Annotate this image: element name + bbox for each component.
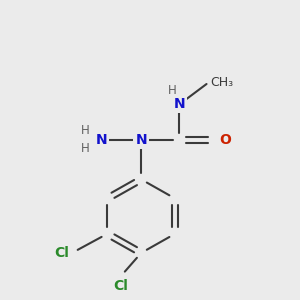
Text: Cl: Cl (54, 246, 69, 260)
Text: H: H (81, 142, 90, 155)
Text: N: N (135, 133, 147, 147)
Text: N: N (96, 133, 107, 147)
Text: H: H (168, 84, 176, 97)
Text: O: O (219, 133, 231, 147)
Text: CH₃: CH₃ (210, 76, 233, 89)
Text: H: H (81, 124, 90, 137)
Text: N: N (174, 97, 185, 111)
Text: Cl: Cl (113, 279, 128, 293)
